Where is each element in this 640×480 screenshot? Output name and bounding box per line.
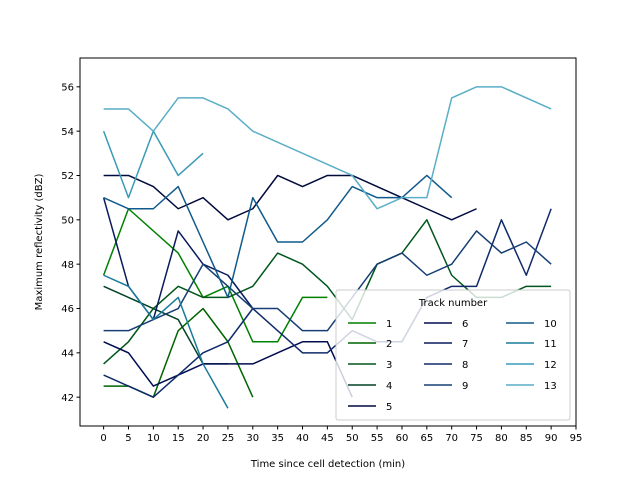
series-line-8	[103, 208, 552, 398]
x-tick-label: 35	[271, 433, 284, 444]
series-line-11	[103, 274, 229, 409]
legend-label-13: 13	[544, 381, 557, 392]
x-tick-label: 80	[495, 433, 508, 444]
legend-label-9: 9	[462, 381, 468, 392]
x-tick-label: 15	[172, 433, 185, 444]
y-tick-label: 48	[61, 260, 74, 271]
series-line-10	[103, 174, 453, 299]
legend-label-10: 10	[544, 319, 557, 330]
legend-label-1: 1	[386, 319, 392, 330]
y-axis-label: Maximum reflectivity (dBZ)	[34, 174, 45, 311]
legend-label-8: 8	[462, 360, 468, 371]
x-tick-label: 30	[246, 433, 259, 444]
x-tick-label: 65	[420, 433, 433, 444]
x-axis-label: Time since cell detection (min)	[250, 459, 405, 470]
legend-label-12: 12	[544, 360, 557, 371]
x-tick-label: 25	[222, 433, 235, 444]
y-tick-label: 54	[61, 127, 74, 138]
y-tick-label: 52	[61, 171, 74, 182]
x-tick-label: 70	[445, 433, 458, 444]
plot-frame	[79, 57, 577, 427]
legend-label-3: 3	[386, 360, 392, 371]
series-layer	[102, 86, 552, 409]
legend-label-2: 2	[386, 339, 392, 350]
series-line-9	[103, 230, 552, 332]
series-line-6	[103, 341, 353, 398]
x-tick-label: 50	[346, 433, 359, 444]
x-tick-label: 5	[125, 433, 131, 444]
y-tick-label: 50	[61, 215, 74, 226]
legend-label-11: 11	[544, 339, 557, 350]
y-tick-label: 46	[61, 304, 74, 315]
legend-label-6: 6	[462, 319, 468, 330]
y-tick-label: 44	[61, 348, 74, 359]
x-tick-label: 10	[147, 433, 160, 444]
x-tick-label: 20	[197, 433, 210, 444]
y-tick-label: 42	[61, 393, 74, 404]
x-tick-label: 40	[296, 433, 309, 444]
y-axis-ticks: 42 44 46 48 50 52 54 56	[61, 82, 80, 404]
legend-label-5: 5	[386, 402, 392, 413]
x-tick-label: 60	[396, 433, 409, 444]
x-tick-label: 45	[321, 433, 334, 444]
x-tick-label: 95	[570, 433, 583, 444]
y-tick-label: 56	[61, 82, 74, 93]
x-tick-label: 75	[470, 433, 483, 444]
series-line-13	[103, 86, 552, 210]
legend-label-4: 4	[386, 381, 392, 392]
legend-title: Track number	[418, 298, 488, 309]
x-tick-label: 55	[371, 433, 384, 444]
x-axis-ticks: 0 5 10 15 20 25 30 35 40 45 50 55 60 65 70 75 80 85 90 95	[100, 426, 582, 444]
x-tick-label: 90	[545, 433, 558, 444]
legend-label-7: 7	[462, 339, 468, 350]
x-tick-label: 0	[100, 433, 106, 444]
legend-box	[335, 289, 571, 421]
x-tick-label: 85	[520, 433, 533, 444]
